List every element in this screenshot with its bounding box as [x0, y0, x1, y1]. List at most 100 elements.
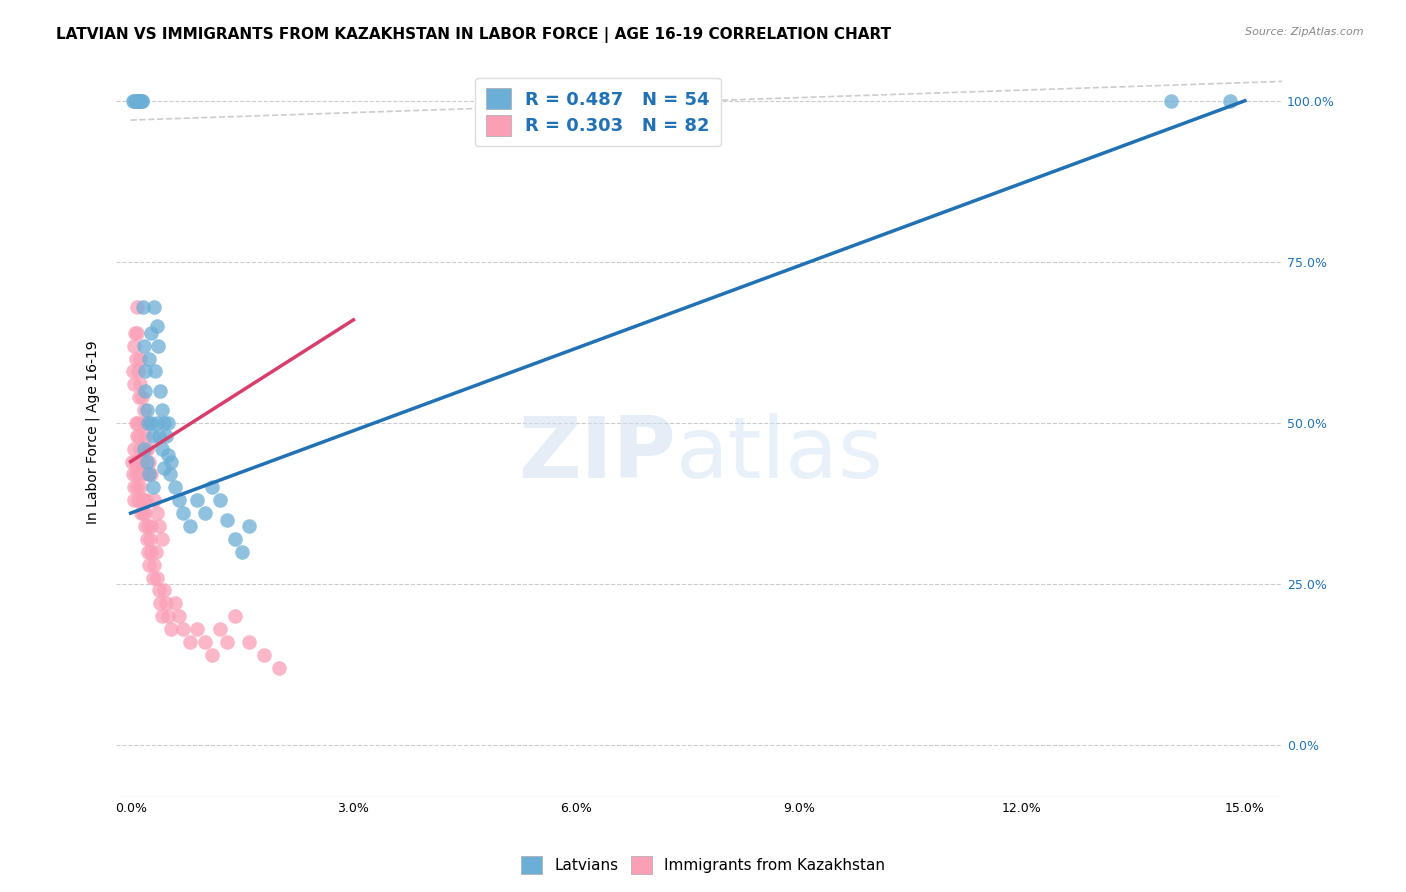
Point	[149, 596, 172, 610]
Point	[132, 300, 155, 314]
Point	[217, 635, 239, 649]
Point	[138, 545, 160, 559]
Point	[122, 480, 145, 494]
Point	[125, 416, 148, 430]
Point	[238, 519, 260, 533]
Point	[141, 545, 163, 559]
Point	[138, 467, 160, 482]
Point	[124, 442, 146, 456]
Point	[165, 480, 187, 494]
Point	[132, 467, 155, 482]
Point	[128, 94, 150, 108]
Point	[124, 326, 146, 340]
Point	[153, 461, 176, 475]
Point	[149, 384, 172, 398]
Point	[160, 454, 183, 468]
Point	[125, 467, 148, 482]
Point	[127, 326, 149, 340]
Point	[224, 609, 246, 624]
Point	[124, 493, 146, 508]
Point	[124, 94, 146, 108]
Point	[127, 493, 149, 508]
Point	[136, 416, 159, 430]
Point	[134, 384, 156, 398]
Point	[129, 480, 152, 494]
Point	[125, 454, 148, 468]
Point	[124, 454, 146, 468]
Point	[132, 416, 155, 430]
Point	[145, 416, 167, 430]
Point	[1219, 94, 1241, 108]
Point	[167, 493, 190, 508]
Point	[143, 364, 166, 378]
Point	[129, 506, 152, 520]
Point	[146, 571, 169, 585]
Point	[125, 429, 148, 443]
Point	[217, 513, 239, 527]
Point	[143, 558, 166, 572]
Point	[134, 364, 156, 378]
Point	[179, 519, 201, 533]
Point	[159, 467, 181, 482]
Point	[125, 351, 148, 366]
Point	[142, 480, 165, 494]
Point	[128, 351, 150, 366]
Point	[153, 416, 176, 430]
Point	[121, 94, 143, 108]
Point	[141, 467, 163, 482]
Point	[134, 429, 156, 443]
Point	[194, 506, 217, 520]
Point	[127, 94, 149, 108]
Point	[155, 596, 177, 610]
Point	[179, 635, 201, 649]
Point	[153, 583, 176, 598]
Point	[231, 545, 253, 559]
Point	[131, 454, 153, 468]
Point	[121, 454, 143, 468]
Point	[139, 519, 162, 533]
Point	[138, 351, 160, 366]
Point	[121, 467, 143, 482]
Point	[186, 493, 208, 508]
Point	[224, 532, 246, 546]
Point	[136, 519, 159, 533]
Point	[128, 442, 150, 456]
Point	[238, 635, 260, 649]
Point	[127, 454, 149, 468]
Point	[156, 448, 179, 462]
Legend: Latvians, Immigrants from Kazakhstan: Latvians, Immigrants from Kazakhstan	[515, 850, 891, 880]
Point	[150, 609, 173, 624]
Point	[194, 635, 217, 649]
Point	[138, 558, 160, 572]
Point	[134, 519, 156, 533]
Point	[131, 94, 153, 108]
Point	[253, 648, 276, 662]
Point	[208, 622, 231, 636]
Point	[127, 480, 149, 494]
Point	[155, 429, 177, 443]
Point	[135, 493, 157, 508]
Point	[165, 596, 187, 610]
Point	[136, 403, 159, 417]
Point	[127, 364, 149, 378]
Point	[156, 609, 179, 624]
Point	[136, 442, 159, 456]
Point	[150, 442, 173, 456]
Point	[172, 506, 194, 520]
Point	[156, 416, 179, 430]
Point	[1160, 94, 1182, 108]
Point	[132, 493, 155, 508]
Point	[139, 532, 162, 546]
Point	[128, 390, 150, 404]
Point	[125, 300, 148, 314]
Y-axis label: In Labor Force | Age 16-19: In Labor Force | Age 16-19	[86, 341, 100, 524]
Point	[128, 429, 150, 443]
Point	[143, 493, 166, 508]
Text: atlas: atlas	[675, 413, 883, 496]
Point	[132, 403, 155, 417]
Point	[201, 480, 224, 494]
Point	[121, 364, 143, 378]
Point	[124, 377, 146, 392]
Point	[128, 467, 150, 482]
Point	[148, 583, 170, 598]
